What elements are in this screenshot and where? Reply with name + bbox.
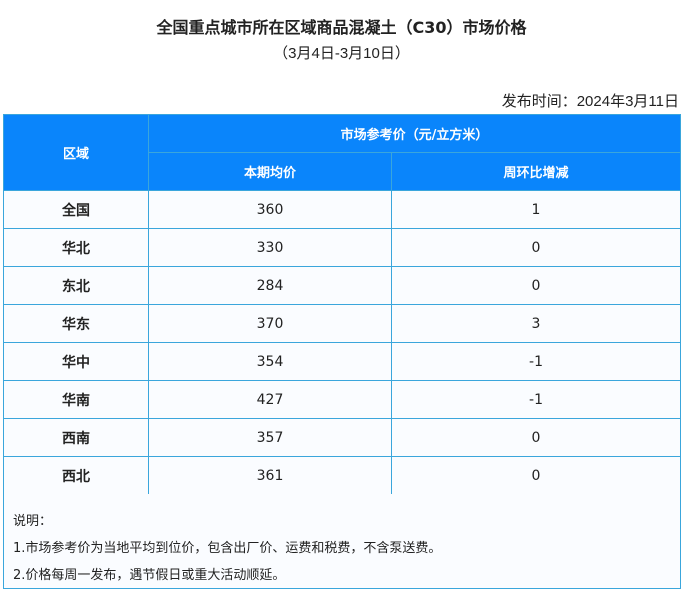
region-cell: 东北 <box>3 266 149 305</box>
price-table: 区域 市场参考价（元/立方米） 本期均价 周环比增减 全国 360 1 华北 330 0 东北 2… <box>3 114 681 495</box>
price-cell: 361 <box>148 456 392 495</box>
region-cell: 华北 <box>3 228 149 267</box>
price-cell: 360 <box>148 190 392 229</box>
price-cell: 284 <box>148 266 392 305</box>
region-cell: 华东 <box>3 304 149 343</box>
table-row: 全国 360 1 <box>3 190 681 229</box>
page-title: 全国重点城市所在区域商品混凝土（C30）市场价格 <box>156 18 527 37</box>
note-line: 1.市场参考价为当地平均到位价，包含出厂价、运费和税费，不含泵送费。 <box>13 541 442 556</box>
notes-heading: 说明： <box>13 514 53 529</box>
table-row: 华北 330 0 <box>3 228 681 267</box>
region-cell: 华南 <box>3 380 149 419</box>
change-cell: -1 <box>391 380 681 419</box>
change-cell: 0 <box>391 228 681 267</box>
price-cell: 370 <box>148 304 392 343</box>
publish-date: 发布时间：2024年3月11日 <box>501 93 679 110</box>
table-row: 西南 357 0 <box>3 418 681 457</box>
table-row: 华南 427 -1 <box>3 380 681 419</box>
change-cell: 0 <box>391 418 681 457</box>
header-weekly-change: 周环比增减 <box>391 152 681 191</box>
price-cell: 330 <box>148 228 392 267</box>
price-cell: 427 <box>148 380 392 419</box>
date-range: （3月4日-3月10日） <box>273 45 410 62</box>
header-region: 区域 <box>3 114 149 191</box>
table-row: 华东 370 3 <box>3 304 681 343</box>
change-cell: -1 <box>391 342 681 381</box>
change-cell: 0 <box>391 266 681 305</box>
table-row: 西北 361 0 <box>3 456 681 495</box>
table-row: 东北 284 0 <box>3 266 681 305</box>
change-cell: 1 <box>391 190 681 229</box>
header-market-price: 市场参考价（元/立方米） <box>148 114 681 153</box>
price-cell: 357 <box>148 418 392 457</box>
region-cell: 西北 <box>3 456 149 495</box>
table-row: 华中 354 -1 <box>3 342 681 381</box>
notes: 说明： 1.市场参考价为当地平均到位价，包含出厂价、运费和税费，不含泵送费。 2… <box>3 494 681 589</box>
change-cell: 3 <box>391 304 681 343</box>
change-cell: 0 <box>391 456 681 495</box>
price-cell: 354 <box>148 342 392 381</box>
region-cell: 西南 <box>3 418 149 457</box>
note-line: 2.价格每周一发布，遇节假日或重大活动顺延。 <box>13 568 286 583</box>
header-avg-price: 本期均价 <box>148 152 392 191</box>
region-cell: 全国 <box>3 190 149 229</box>
region-cell: 华中 <box>3 342 149 381</box>
